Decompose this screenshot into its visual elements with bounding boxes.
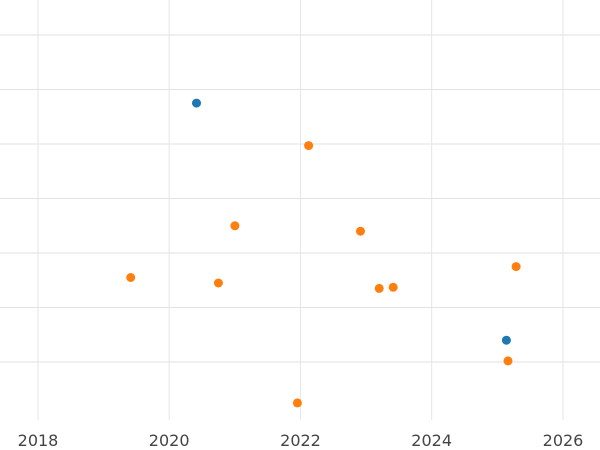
series-1: [192, 98, 511, 345]
horizontal-gridlines: [0, 34, 600, 363]
x-tick-label-2026: 2026: [543, 431, 584, 450]
series-2: [126, 141, 521, 408]
x-tick-label-2020: 2020: [149, 431, 190, 450]
series-1-point-2: [501, 335, 511, 345]
series-2-point-8: [388, 282, 398, 292]
series-2-point-5: [304, 141, 314, 151]
x-axis-tick-labels: 2018 2020 2022 2024 2026: [18, 431, 584, 450]
data-points: [126, 98, 521, 408]
vertical-gridlines: [37, 0, 564, 420]
series-1-point-1: [192, 98, 201, 108]
x-tick-label-2024: 2024: [411, 431, 452, 450]
series-2-point-3: [230, 221, 240, 231]
series-2-point-6: [356, 226, 365, 236]
series-2-point-2: [213, 278, 223, 288]
series-2-point-1: [126, 273, 136, 282]
series-2-point-10: [511, 262, 521, 272]
x-tick-label-2018: 2018: [18, 431, 59, 450]
series-2-point-9: [503, 356, 513, 366]
series-2-point-4: [292, 398, 302, 408]
x-tick-label-2022: 2022: [280, 431, 321, 450]
series-2-point-7: [374, 283, 384, 293]
